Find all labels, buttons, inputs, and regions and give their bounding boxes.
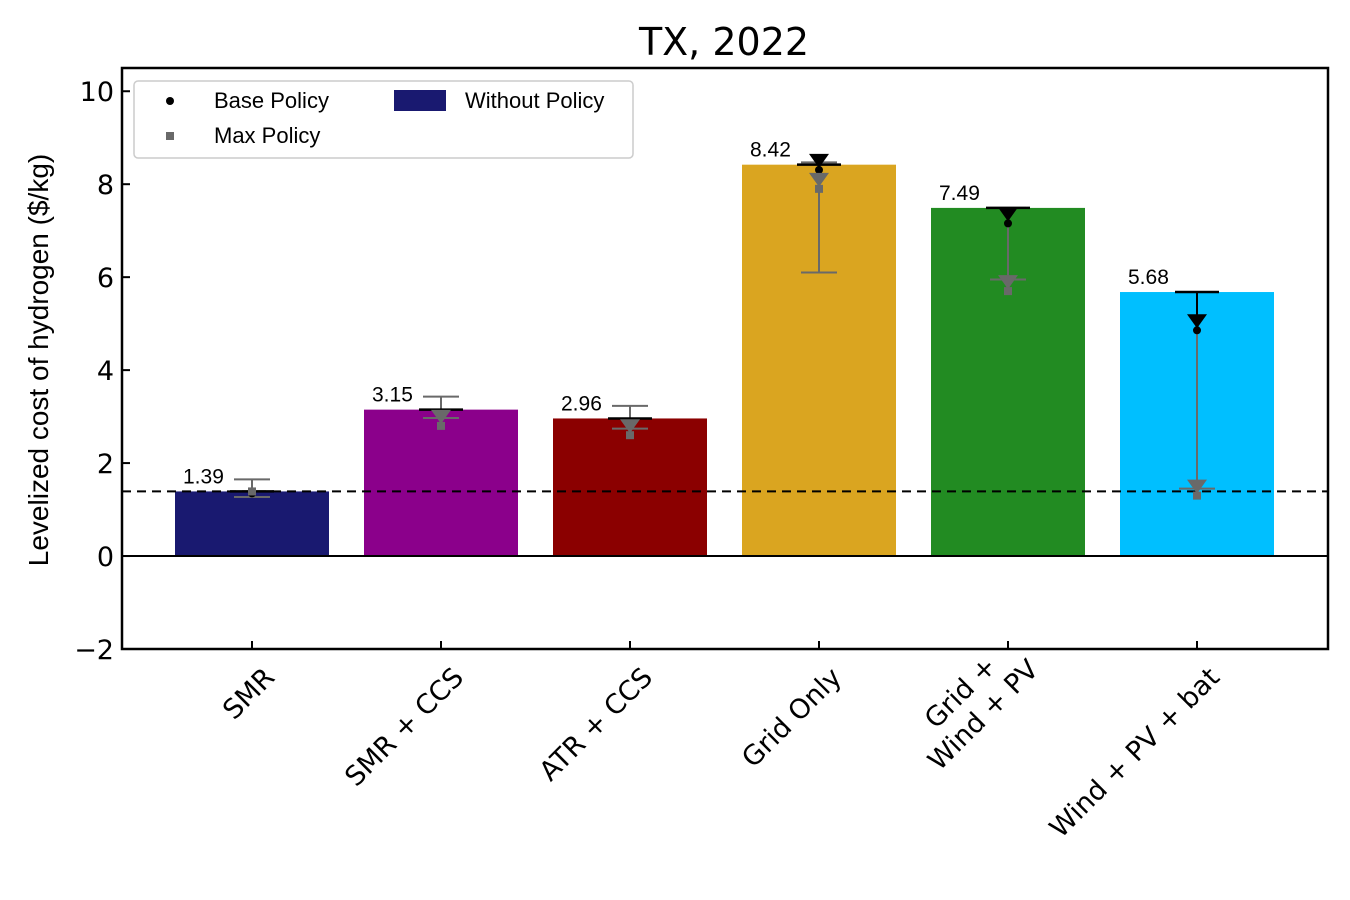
max-policy-point — [437, 421, 445, 430]
max-policy-point — [815, 184, 823, 193]
base-policy-point — [815, 165, 823, 174]
max-policy-arrowhead — [431, 409, 451, 424]
legend-label-max-policy: Max Policy — [214, 123, 320, 148]
legend: Base Policy Max Policy Without Policy — [133, 80, 634, 159]
chart-title: TX, 2022 — [638, 20, 809, 64]
bar — [364, 409, 518, 557]
base-policy-arrowhead — [809, 153, 829, 168]
legend-box — [133, 80, 634, 159]
bar-value-label: 1.39 — [183, 465, 224, 488]
legend-label-without-policy: Without Policy — [465, 88, 604, 113]
x-tick-label: ATR + CCS — [534, 662, 659, 787]
max-policy-point — [1193, 491, 1201, 500]
max-policy-point — [248, 487, 256, 496]
plot-area: 1.39 3.15 2.96 8.42 7.49 5.68 — [122, 139, 1328, 558]
max-policy-point — [1004, 287, 1012, 296]
legend-marker-max-policy — [166, 132, 174, 140]
y-axis-label: Levelized cost of hydrogen ($/kg) — [23, 154, 54, 566]
legend-label-base-policy: Base Policy — [214, 88, 329, 113]
max-policy-arrowhead — [998, 275, 1018, 290]
bar-value-label: 2.96 — [561, 392, 602, 415]
x-tick-label: Wind + PV + bat — [1044, 662, 1226, 844]
y-tick-label: −2 — [74, 635, 114, 666]
bar-value-label: 7.49 — [939, 182, 980, 205]
bar-value-label: 3.15 — [372, 384, 413, 407]
x-tick-label: SMR + CCS — [339, 662, 470, 793]
bar-value-label: 5.68 — [1128, 266, 1169, 289]
max-policy-arrowhead — [1187, 479, 1207, 494]
y-tick-label: 10 — [80, 77, 114, 108]
y-tick-label: 0 — [97, 542, 114, 573]
base-policy-point — [1193, 326, 1201, 335]
legend-marker-without-policy — [394, 90, 446, 111]
max-policy-arrowhead — [620, 419, 640, 434]
bar — [553, 418, 707, 557]
plot-frame — [120, 66, 1330, 651]
x-tick-label: SMR — [217, 662, 281, 726]
x-tick-label: Grid Only — [736, 662, 848, 774]
max-policy-arrowhead — [809, 172, 829, 187]
bar — [175, 491, 329, 557]
max-policy-point — [626, 431, 634, 440]
y-tick-label: 4 — [97, 356, 114, 387]
y-tick-label: 2 — [97, 449, 114, 480]
legend-marker-base-policy — [166, 97, 174, 105]
base-policy-point — [1004, 219, 1012, 228]
bar-value-label: 8.42 — [750, 139, 791, 162]
y-tick-label: 8 — [97, 170, 114, 201]
x-tick-label: Grid +Wind + PV — [900, 631, 1046, 777]
base-policy-arrowhead — [1187, 314, 1207, 329]
base-policy-arrowhead — [998, 207, 1018, 222]
y-tick-label: 6 — [97, 263, 114, 294]
